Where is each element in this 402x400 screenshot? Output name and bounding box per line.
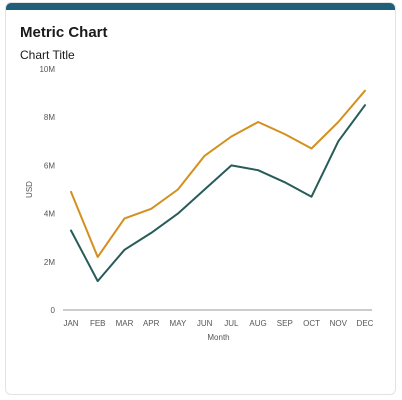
x-tick-label: SEP	[277, 319, 293, 328]
x-axis-ticks: JAN FEB MAR APR MAY JUN JUL AUG SEP OCT NOV DEC	[63, 319, 373, 328]
x-tick-label: OCT	[303, 319, 320, 328]
y-tick-label: 4M	[44, 210, 55, 219]
series-line-2	[70, 104, 366, 283]
x-tick-label: MAY	[170, 319, 187, 328]
x-tick-label: MAR	[116, 319, 134, 328]
x-tick-label: FEB	[90, 319, 106, 328]
x-tick-label: NOV	[330, 319, 348, 328]
x-tick-label: DEC	[357, 319, 374, 328]
series-lines	[70, 89, 366, 283]
x-tick-label: JUL	[224, 319, 239, 328]
card-title: Metric Chart	[20, 24, 108, 41]
chart-card: Metric Chart Chart Title	[5, 2, 396, 395]
x-tick-label: JAN	[63, 319, 78, 328]
card-accent-bar	[6, 3, 395, 10]
y-tick-label: 6M	[44, 161, 55, 170]
y-tick-label: 8M	[44, 113, 55, 122]
x-tick-label: AUG	[249, 319, 266, 328]
x-axis-label: Month	[207, 333, 229, 342]
y-axis-label: USD	[25, 181, 34, 198]
chart-title: Chart Title	[20, 48, 75, 62]
series-line-1	[70, 89, 366, 258]
x-tick-label: APR	[143, 319, 160, 328]
x-tick-label: JUN	[197, 319, 213, 328]
y-tick-label: 0	[51, 306, 56, 315]
y-tick-label: 2M	[44, 258, 55, 267]
y-tick-label: 10M	[39, 65, 55, 74]
y-axis-ticks: 0 2M 4M 6M 8M 10M	[39, 65, 55, 315]
